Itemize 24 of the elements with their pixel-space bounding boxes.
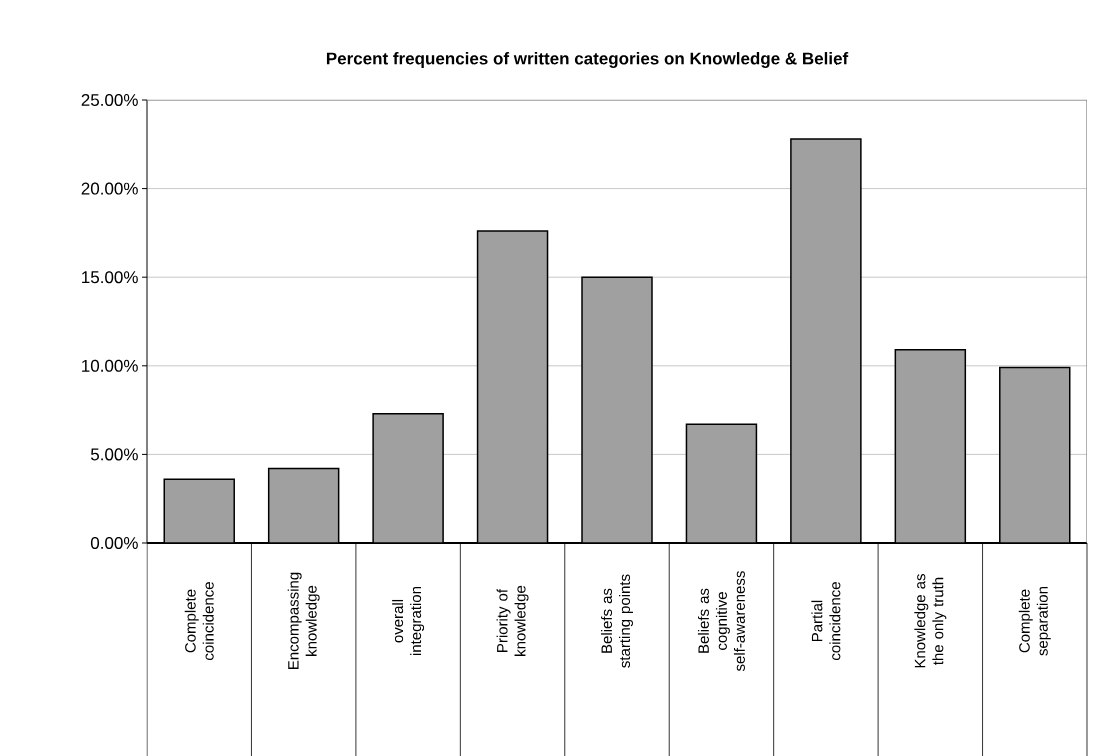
bar	[790, 138, 862, 543]
bar	[999, 366, 1071, 543]
y-tick-label: 15.00%	[82, 270, 138, 284]
y-tick-label: 0.00%	[90, 536, 138, 549]
x-tick-label: Priority of knowledge	[496, 585, 529, 656]
x-tick-label: Beliefs as cognitive self-awareness	[697, 570, 745, 671]
bar	[581, 276, 653, 543]
bar	[685, 423, 758, 543]
y-tick-label: 10.00%	[82, 359, 138, 372]
bar	[476, 230, 549, 543]
bar	[372, 412, 444, 543]
y-tick-label: 20.00%	[81, 182, 138, 195]
x-tick-label: Complete separation	[1018, 586, 1051, 656]
bar	[163, 478, 235, 543]
y-tick-label: 5.00%	[90, 448, 138, 461]
x-tick-label: Partial coincidence	[811, 581, 841, 660]
x-tick-label: Encompassing knowledge	[287, 572, 320, 669]
chart-title: Percent frequencies of written categories on Knowledge & Belief	[326, 51, 849, 68]
bar	[267, 467, 340, 543]
bar	[894, 348, 967, 543]
x-tick-label: overall integration	[392, 586, 425, 655]
x-tick-label: Beliefs as starting points	[601, 574, 633, 668]
y-tick-label: 25.00%	[81, 93, 138, 106]
x-tick-label: Complete coincidence	[184, 581, 214, 660]
